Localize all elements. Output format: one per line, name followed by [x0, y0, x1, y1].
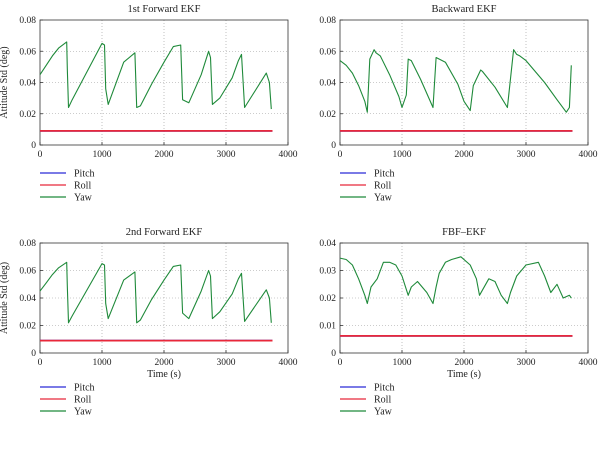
legend-label-yaw: Yaw	[374, 407, 393, 418]
x-tick-label: 2000	[155, 150, 174, 160]
x-tick-label: 1000	[93, 150, 112, 160]
chart-title: 1st Forward EKF	[128, 4, 201, 15]
x-tick-label: 4000	[279, 358, 298, 368]
chart-title: 2nd Forward EKF	[126, 227, 203, 238]
y-tick-label: 0.08	[19, 239, 36, 249]
y-tick-label: 0.01	[319, 322, 336, 332]
y-tick-label: 0.02	[319, 294, 336, 304]
x-axis-label: Time (s)	[447, 369, 481, 380]
y-tick-label: 0.03	[319, 267, 336, 277]
legend-label-yaw: Yaw	[74, 407, 93, 418]
x-tick-label: 2000	[155, 358, 174, 368]
y-tick-label: 0.02	[319, 110, 336, 120]
y-tick-label: 0.02	[19, 322, 36, 332]
x-tick-label: 4000	[579, 150, 598, 160]
x-tick-label: 4000	[279, 150, 298, 160]
y-tick-label: 0.08	[319, 16, 336, 26]
x-tick-label: 1000	[93, 358, 112, 368]
series-line-yaw	[39, 261, 272, 324]
y-tick-label: 0.04	[319, 239, 336, 249]
chart-title: FBF–EKF	[442, 227, 486, 238]
legend-label-roll: Roll	[374, 181, 391, 192]
legend-label-roll: Roll	[74, 395, 91, 406]
y-tick-label: 0.02	[19, 110, 36, 120]
chart-title: Backward EKF	[431, 4, 496, 15]
x-tick-label: 0	[338, 150, 343, 160]
y-tick-label: 0	[331, 141, 336, 151]
chart-panel-3: 0 1000 2000 3000 4000 0 0.02 0.04 0.06 0.08 2nd Fo…	[0, 227, 298, 418]
x-tick-label: 1000	[393, 150, 412, 160]
legend-label-yaw: Yaw	[374, 193, 393, 204]
y-axis-label: Attitude Std (deg)	[0, 46, 10, 118]
chart-panel-4: 0 1000 2000 3000 4000 0 0.01 0.02 0.03 0.04 FBF–EK…	[319, 227, 597, 418]
y-tick-label: 0.06	[319, 47, 336, 57]
x-tick-label: 0	[38, 358, 43, 368]
chart-panel-2: 0 1000 2000 3000 4000 0 0.02 0.04 0.06 0.08 Backwa…	[319, 4, 597, 204]
series-line-yaw	[39, 41, 272, 110]
x-tick-label: 3000	[517, 150, 536, 160]
x-axis-label: Time (s)	[147, 369, 181, 380]
x-tick-label: 0	[38, 150, 43, 160]
x-tick-label: 2000	[455, 358, 474, 368]
x-tick-label: 3000	[517, 358, 536, 368]
series-line-yaw	[339, 49, 572, 113]
x-tick-label: 1000	[393, 358, 412, 368]
y-tick-label: 0.04	[319, 79, 336, 89]
y-tick-label: 0	[31, 141, 36, 151]
legend-label-roll: Roll	[374, 395, 391, 406]
chart-panel-1: 0 1000 2000 3000 4000 0 0.02 0.04 0.06 0.08 1st Fo…	[0, 4, 298, 204]
y-tick-label: 0.04	[19, 294, 36, 304]
legend-label-pitch: Pitch	[74, 169, 95, 180]
legend-label-pitch: Pitch	[374, 169, 395, 180]
legend-label-pitch: Pitch	[74, 383, 95, 394]
legend-label-yaw: Yaw	[74, 193, 93, 204]
y-tick-label: 0	[331, 349, 336, 359]
y-tick-label: 0.04	[19, 79, 36, 89]
y-tick-label: 0	[31, 349, 36, 359]
x-tick-label: 3000	[217, 150, 236, 160]
x-tick-label: 3000	[217, 358, 236, 368]
x-tick-label: 2000	[455, 150, 474, 160]
x-tick-label: 0	[338, 358, 343, 368]
y-axis-label: Attitude Std (deg)	[0, 262, 10, 334]
legend-label-roll: Roll	[74, 181, 91, 192]
y-tick-label: 0.06	[19, 47, 36, 57]
y-tick-label: 0.06	[19, 267, 36, 277]
x-tick-label: 4000	[579, 358, 598, 368]
legend-label-pitch: Pitch	[374, 383, 395, 394]
series-line-yaw	[339, 256, 572, 305]
y-tick-label: 0.08	[19, 16, 36, 26]
